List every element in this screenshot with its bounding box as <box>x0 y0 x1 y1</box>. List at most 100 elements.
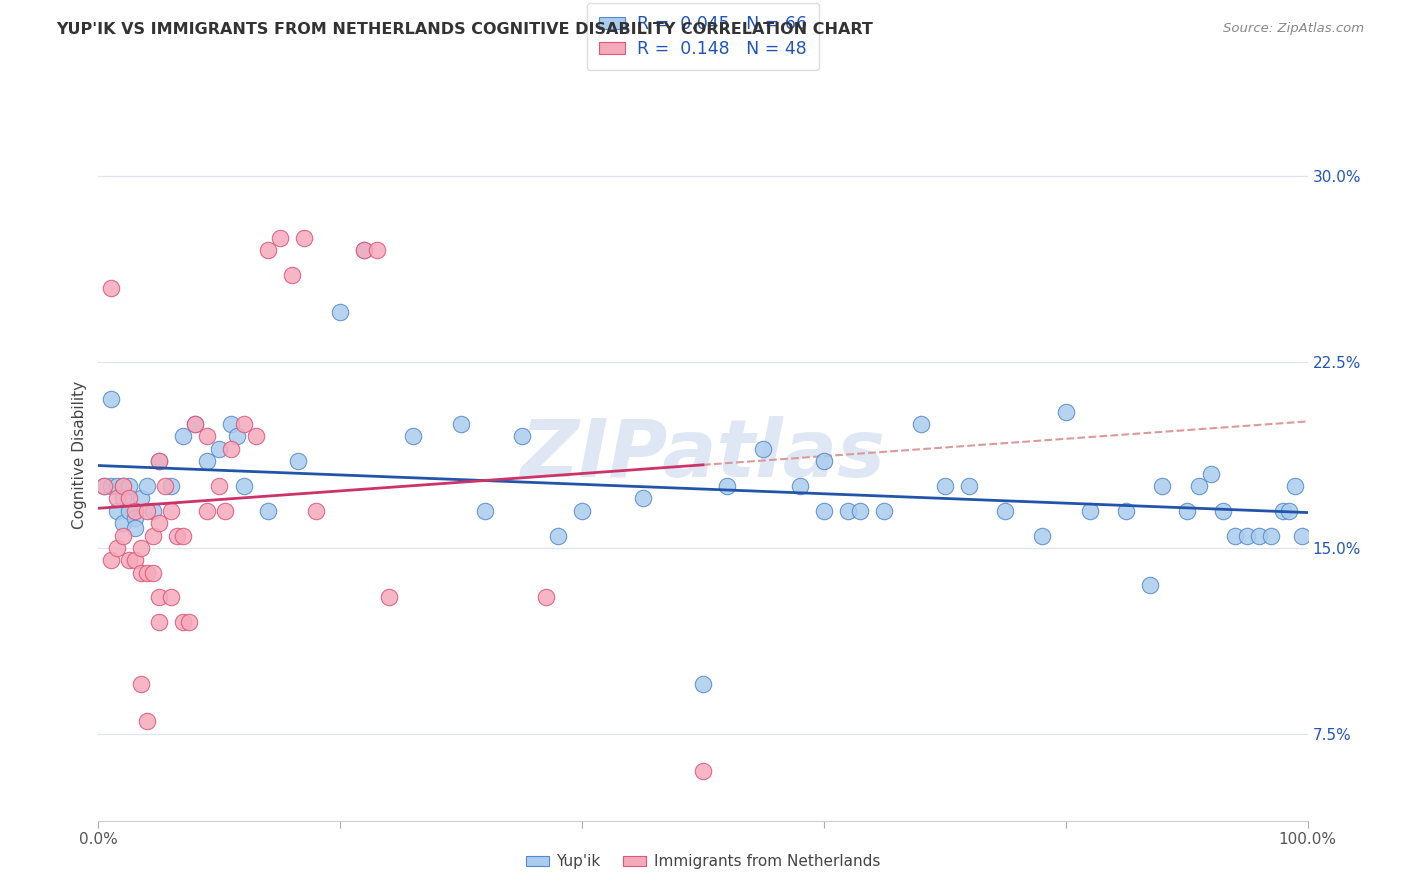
Point <box>148 454 170 468</box>
Point <box>118 553 141 567</box>
Point <box>105 541 128 555</box>
Point <box>221 442 243 456</box>
Point <box>692 764 714 778</box>
Point <box>910 417 932 431</box>
Point <box>179 615 201 630</box>
Point <box>1236 528 1258 542</box>
Point <box>135 714 157 729</box>
Point <box>118 479 141 493</box>
Point <box>631 491 654 506</box>
Point <box>111 479 134 493</box>
Point <box>281 268 304 282</box>
Point <box>160 591 183 605</box>
Point <box>232 417 254 431</box>
Point <box>377 591 399 605</box>
Y-axis label: Cognitive Disability: Cognitive Disability <box>72 381 87 529</box>
Point <box>1152 479 1174 493</box>
Point <box>129 541 152 555</box>
Point <box>226 429 249 443</box>
Point <box>813 504 835 518</box>
Point <box>111 491 134 506</box>
Point <box>1115 504 1137 518</box>
Point <box>160 479 183 493</box>
Point <box>994 504 1017 518</box>
Point <box>305 504 328 518</box>
Point <box>1291 528 1313 542</box>
Point <box>172 429 194 443</box>
Point <box>1284 479 1306 493</box>
Point <box>1272 504 1295 518</box>
Point <box>571 504 593 518</box>
Point <box>256 504 278 518</box>
Point <box>1278 504 1301 518</box>
Point <box>269 231 291 245</box>
Point <box>184 417 207 431</box>
Point <box>160 504 183 518</box>
Point <box>93 479 115 493</box>
Point <box>100 479 122 493</box>
Point <box>873 504 896 518</box>
Text: YUP'IK VS IMMIGRANTS FROM NETHERLANDS COGNITIVE DISABILITY CORRELATION CHART: YUP'IK VS IMMIGRANTS FROM NETHERLANDS CO… <box>56 22 873 37</box>
Point <box>184 417 207 431</box>
Point <box>111 479 134 493</box>
Point <box>135 504 157 518</box>
Point <box>105 504 128 518</box>
Legend: R =  0.045   N = 66, R =  0.148   N = 48: R = 0.045 N = 66, R = 0.148 N = 48 <box>586 3 820 70</box>
Point <box>111 528 134 542</box>
Point <box>208 479 231 493</box>
Point <box>135 479 157 493</box>
Point <box>172 615 194 630</box>
Point <box>813 454 835 468</box>
Point <box>142 528 165 542</box>
Point <box>232 479 254 493</box>
Point <box>124 521 146 535</box>
Point <box>148 516 170 530</box>
Point <box>1175 504 1198 518</box>
Point <box>1054 404 1077 418</box>
Point <box>287 454 309 468</box>
Point <box>129 491 152 506</box>
Point <box>1199 467 1222 481</box>
Point <box>366 244 388 258</box>
Point <box>510 429 533 443</box>
Point <box>100 553 122 567</box>
Point <box>957 479 980 493</box>
Point <box>214 504 236 518</box>
Point <box>100 392 122 406</box>
Point <box>692 677 714 691</box>
Point <box>142 504 165 518</box>
Point <box>849 504 872 518</box>
Point <box>1249 528 1271 542</box>
Point <box>1260 528 1282 542</box>
Text: Source: ZipAtlas.com: Source: ZipAtlas.com <box>1223 22 1364 36</box>
Point <box>153 479 176 493</box>
Point <box>129 566 152 580</box>
Point <box>450 417 472 431</box>
Point <box>124 504 146 518</box>
Point <box>221 417 243 431</box>
Point <box>195 429 218 443</box>
Point <box>353 244 375 258</box>
Point <box>135 566 157 580</box>
Point <box>118 491 141 506</box>
Point <box>124 553 146 567</box>
Point <box>1212 504 1234 518</box>
Point <box>129 677 152 691</box>
Point <box>1139 578 1161 592</box>
Point <box>547 528 569 542</box>
Point <box>329 305 352 319</box>
Point <box>105 479 128 493</box>
Point <box>292 231 315 245</box>
Point <box>245 429 267 443</box>
Point <box>1078 504 1101 518</box>
Point <box>402 429 425 443</box>
Text: ZIPatlas: ZIPatlas <box>520 416 886 494</box>
Legend: Yup'ik, Immigrants from Netherlands: Yup'ik, Immigrants from Netherlands <box>520 848 886 875</box>
Point <box>789 479 811 493</box>
Point <box>166 528 188 542</box>
Point <box>124 511 146 525</box>
Point <box>256 244 278 258</box>
Point <box>111 516 134 530</box>
Point <box>172 528 194 542</box>
Point <box>353 244 375 258</box>
